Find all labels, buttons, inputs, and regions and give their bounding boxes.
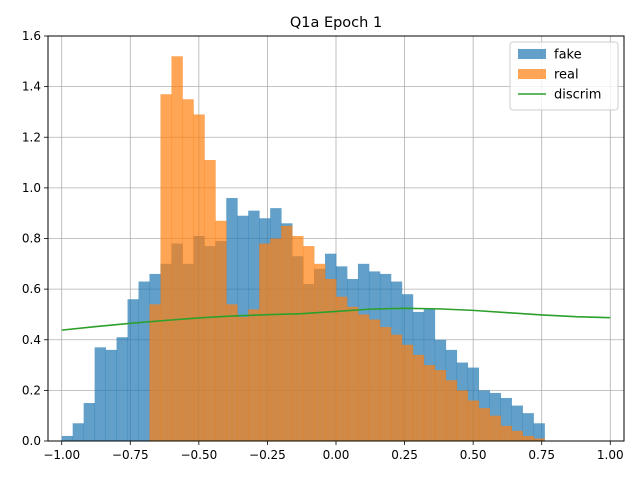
y-tick-label: 1.2 <box>22 130 41 144</box>
bar-real <box>434 370 447 441</box>
y-tick-label: 1.0 <box>22 181 41 195</box>
bar-fake <box>61 435 74 441</box>
bar-real <box>445 380 458 441</box>
bar-real <box>248 309 260 441</box>
bar-real <box>292 235 304 441</box>
bar-real <box>379 327 392 441</box>
bar-fake <box>127 299 139 441</box>
bar-real <box>226 304 238 441</box>
bar-real <box>314 263 326 441</box>
series-real-bars <box>149 56 545 441</box>
bar-real <box>171 56 183 441</box>
bar-real <box>357 314 370 441</box>
x-tick-label: −0.25 <box>249 448 286 462</box>
bar-real <box>489 415 501 441</box>
bar-real <box>149 304 161 441</box>
bar-fake <box>138 281 150 441</box>
legend-label-real: real <box>554 68 579 83</box>
discrim-line <box>61 307 611 331</box>
y-tick-label: 0.8 <box>22 232 41 246</box>
y-axis: 0.0 0.2 0.4 0.6 0.8 1.0 1.2 1.4 1.6 <box>22 29 48 448</box>
legend-label-discrim: discrim <box>554 88 601 103</box>
x-tick-label: −0.75 <box>112 448 149 462</box>
bar-real <box>423 365 436 441</box>
bar-fake <box>522 413 534 441</box>
y-tick-label: 0.2 <box>22 383 41 397</box>
bar-real <box>193 114 205 441</box>
bar-real <box>237 316 249 441</box>
bar-real <box>303 246 315 441</box>
x-tick-label: 0.75 <box>528 448 555 462</box>
x-tick-label: 0.00 <box>323 448 350 462</box>
bar-real <box>325 279 337 441</box>
legend-swatch-fake <box>518 49 546 59</box>
bar-real <box>204 160 216 441</box>
bar-real <box>270 238 282 441</box>
bar-real <box>533 438 545 441</box>
bar-fake <box>105 349 117 441</box>
x-tick-label: −1.00 <box>43 448 80 462</box>
bar-real <box>456 390 469 441</box>
bar-fake <box>94 347 106 441</box>
legend-swatch-real <box>518 69 546 79</box>
bar-real <box>259 243 271 441</box>
y-tick-label: 0.0 <box>22 434 41 448</box>
series-discrim-line <box>61 307 611 331</box>
bar-fake <box>511 405 523 441</box>
bar-real <box>160 94 172 441</box>
bar-fake <box>500 397 512 441</box>
legend-label-fake: fake <box>554 48 582 63</box>
x-tick-label: 1.00 <box>597 448 624 462</box>
y-tick-label: 1.6 <box>22 29 41 43</box>
y-tick-label: 1.4 <box>22 80 41 94</box>
bar-fake <box>83 403 96 441</box>
x-tick-label: −0.50 <box>180 448 217 462</box>
bar-real <box>336 296 348 441</box>
bar-real <box>478 408 490 441</box>
bar-real <box>368 319 381 441</box>
bar-fake <box>533 423 545 441</box>
bar-real <box>522 435 534 441</box>
x-axis: −1.00 −0.75 −0.50 −0.25 0.00 0.25 0.50 0.75 1.00 <box>43 441 624 462</box>
bar-real <box>215 220 227 441</box>
bar-real <box>346 306 359 441</box>
bar-real <box>511 430 523 441</box>
bar-real <box>390 334 403 441</box>
bar-real <box>467 400 480 441</box>
x-tick-label: 0.25 <box>391 448 418 462</box>
bar-fake <box>116 337 128 441</box>
bar-real <box>281 225 293 441</box>
bar-real <box>401 344 414 441</box>
chart-title: Q1a Epoch 1 <box>290 15 382 31</box>
y-tick-label: 0.4 <box>22 333 41 347</box>
bar-fake <box>72 423 85 441</box>
x-tick-label: 0.50 <box>460 448 487 462</box>
legend: fake real discrim <box>509 41 619 111</box>
bar-real <box>412 354 425 441</box>
bar-real <box>182 99 194 441</box>
y-tick-label: 0.6 <box>22 282 41 296</box>
bar-real <box>500 425 512 441</box>
